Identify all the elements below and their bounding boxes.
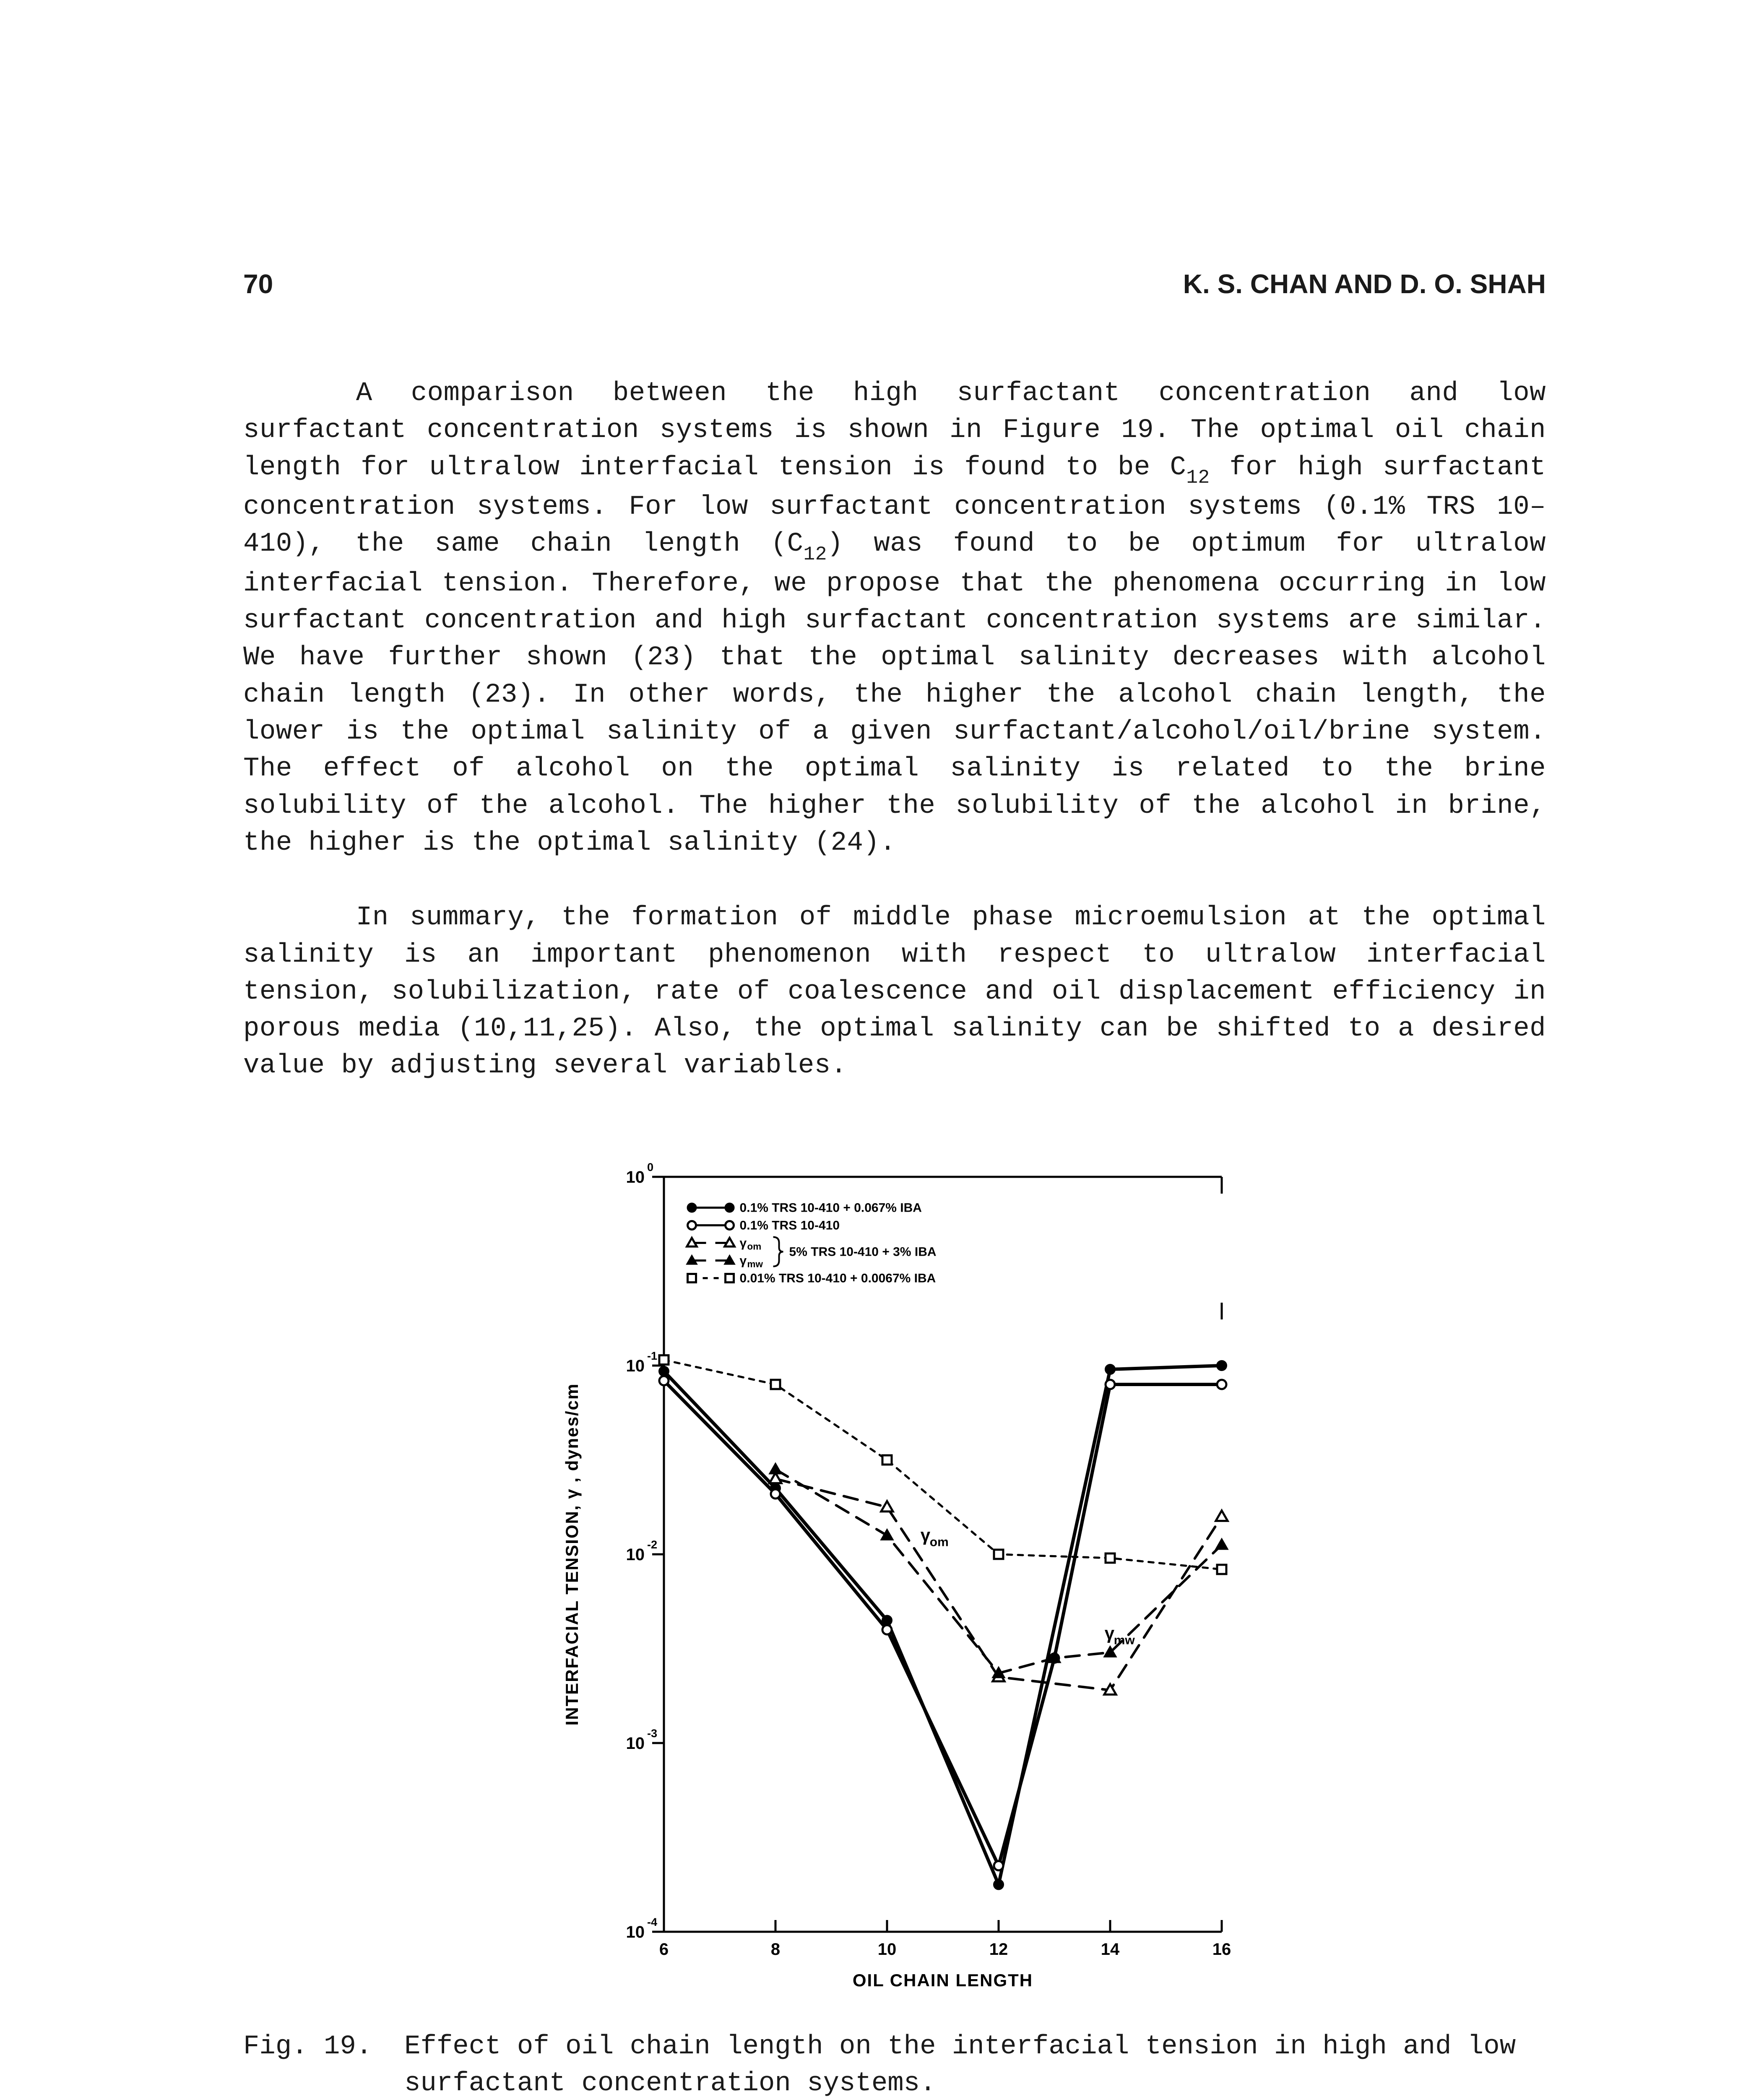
svg-text:-2: -2 <box>647 1538 657 1551</box>
body-paragraph-1: A comparison between the high surfactant… <box>243 375 1546 861</box>
svg-text:γ: γ <box>740 1254 747 1267</box>
figure-caption-text: Effect of oil chain length on the interf… <box>404 2028 1530 2097</box>
figure-caption-label: Fig. 19. <box>243 2028 404 2065</box>
svg-text:0: 0 <box>647 1160 653 1173</box>
figure-19: 10-410-310-210-11006810121416OIL CHAIN L… <box>243 1152 1546 2097</box>
svg-text:om: om <box>747 1241 762 1251</box>
svg-text:10: 10 <box>878 1940 897 1959</box>
svg-text:γ: γ <box>921 1525 931 1545</box>
svg-text:INTERFACIAL TENSION, γ , dyn: INTERFACIAL TENSION, γ , dynes/cm <box>562 1383 582 1725</box>
svg-text:10: 10 <box>626 1923 645 1941</box>
svg-text:γ: γ <box>740 1236 747 1250</box>
svg-text:6: 6 <box>659 1940 669 1959</box>
svg-text:14: 14 <box>1101 1940 1120 1959</box>
svg-text:16: 16 <box>1212 1940 1231 1959</box>
body-paragraph-2: In summary, the formation of middle phas… <box>243 899 1546 1085</box>
figure-caption: Fig. 19.Effect of oil chain length on th… <box>243 2028 1546 2097</box>
svg-text:10: 10 <box>626 1734 645 1753</box>
running-header: 70 K. S. CHAN AND D. O. SHAH <box>243 268 1546 299</box>
svg-text:-1: -1 <box>647 1349 657 1362</box>
svg-text:om: om <box>930 1535 949 1549</box>
svg-text:12: 12 <box>989 1940 1008 1959</box>
svg-text:5% TRS 10-410 + 3% IBA: 5% TRS 10-410 + 3% IBA <box>789 1245 937 1259</box>
svg-text:8: 8 <box>771 1940 780 1959</box>
svg-text:10: 10 <box>626 1545 645 1564</box>
header-author: K. S. CHAN AND D. O. SHAH <box>1183 268 1546 299</box>
svg-text:-4: -4 <box>647 1915 657 1928</box>
page-number: 70 <box>243 268 273 299</box>
page: 70 K. S. CHAN AND D. O. SHAH A compariso… <box>0 0 1764 2097</box>
svg-text:10: 10 <box>626 1357 645 1375</box>
figure-19-svg: 10-410-310-210-11006810121416OIL CHAIN L… <box>542 1152 1247 2003</box>
svg-text:0.01% TRS 10-410 + 0.0067% IBA: 0.01% TRS 10-410 + 0.0067% IBA <box>740 1271 936 1285</box>
svg-text:-3: -3 <box>647 1727 657 1740</box>
svg-text:0.1% TRS 10-410 + 0.067% IBA: 0.1% TRS 10-410 + 0.067% IBA <box>740 1201 922 1215</box>
svg-text:OIL CHAIN LENGTH: OIL CHAIN LENGTH <box>853 1970 1033 1990</box>
svg-text:mw: mw <box>747 1259 763 1269</box>
svg-text:10: 10 <box>626 1168 645 1186</box>
svg-text:0.1% TRS 10-410: 0.1% TRS 10-410 <box>740 1218 840 1232</box>
svg-text:γ: γ <box>1105 1623 1115 1643</box>
svg-text:mw: mw <box>1114 1633 1135 1647</box>
